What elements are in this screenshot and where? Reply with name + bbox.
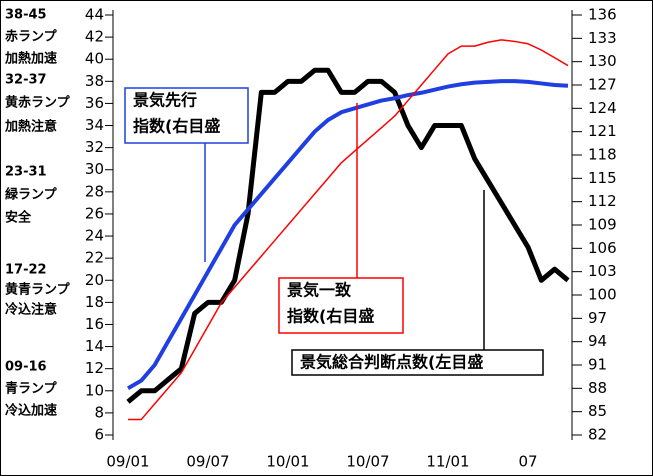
y-tick-label: 38 [85, 72, 104, 90]
x-tick-label: 09/01 [106, 453, 149, 471]
series-line [126, 67, 570, 404]
zone-label: 安全 [5, 210, 32, 226]
zone-label: 17-22 [5, 263, 47, 278]
x-tick-label: 07 [518, 453, 537, 471]
zone-label: 冷込加速 [5, 403, 57, 419]
y2-tick-label: 103 [588, 262, 617, 280]
x-tick-label: 10/07 [346, 453, 389, 471]
zone-label: 32-37 [5, 73, 47, 88]
y-tick-label: 26 [85, 204, 104, 222]
y-tick-label: 40 [85, 50, 104, 68]
y2-tick-label: 127 [588, 76, 617, 94]
y2-tick-label: 112 [588, 192, 617, 210]
zone-label: 緑ランプ [5, 187, 58, 203]
y2-tick-label: 115 [588, 169, 617, 187]
y-tick-label: 12 [85, 359, 104, 377]
y-tick-label: 16 [85, 315, 104, 333]
y2-tick-label: 109 [588, 216, 617, 234]
y-tick-label: 32 [85, 138, 104, 156]
y2-tick-label: 133 [588, 29, 617, 47]
callout-text: 景気先行 [133, 91, 197, 110]
callout-text: 景気一致 [287, 281, 352, 300]
y-tick-label: 8 [94, 403, 104, 421]
y-tick-label: 6 [94, 426, 104, 444]
callout-box [291, 349, 544, 376]
y-tick-label: 22 [85, 249, 104, 267]
zone-label: 黄赤ランプ [5, 95, 71, 111]
zone-label: 青ランプ [5, 381, 58, 397]
zone-label: 黄青ランプ [5, 282, 71, 298]
x-tick-label: 10/01 [266, 453, 309, 471]
y2-tick-label: 97 [588, 309, 607, 327]
y2-tick-label: 121 [588, 122, 617, 140]
callout-text: 景気総合判断点数(左目盛 [300, 353, 483, 372]
y-tick-label: 20 [85, 271, 104, 289]
series-line [126, 79, 569, 391]
callout-text: 指数(右目盛 [287, 307, 374, 326]
y2-tick-label: 124 [588, 99, 617, 117]
y-tick-label: 14 [85, 337, 104, 355]
y2-tick-label: 85 [588, 402, 607, 420]
zone-label: 加熱注意 [4, 119, 57, 135]
y2-tick-label: 130 [588, 52, 617, 70]
y-tick-label: 10 [85, 381, 104, 399]
zone-label: 冷込注意 [5, 302, 57, 318]
y-tick-label: 44 [85, 6, 104, 24]
callout-box [278, 277, 404, 334]
y-tick-label: 24 [85, 227, 104, 245]
zone-label: 赤ランプ [5, 29, 58, 45]
x-tick-label: 09/07 [186, 453, 229, 471]
y-tick-label: 36 [85, 94, 104, 112]
y-tick-label: 18 [85, 293, 104, 311]
y-tick-label: 30 [85, 160, 104, 178]
y-tick-label: 42 [85, 28, 104, 46]
y2-tick-label: 88 [588, 379, 607, 397]
y2-tick-label: 82 [588, 426, 607, 444]
y2-tick-label: 91 [588, 356, 607, 374]
y2-tick-label: 94 [588, 332, 607, 350]
zone-label: 38-45 [5, 8, 47, 23]
zone-label: 加熱加速 [4, 51, 57, 67]
callout-box [124, 87, 249, 144]
zone-label: 09-16 [5, 360, 47, 375]
x-tick-label: 11/01 [426, 453, 469, 471]
y-tick-label: 34 [85, 116, 104, 134]
zone-label: 23-31 [5, 165, 47, 180]
y2-tick-label: 118 [588, 146, 617, 164]
series-line [128, 39, 569, 421]
y2-tick-label: 100 [588, 286, 617, 304]
callout-text: 指数(右目盛 [133, 117, 220, 136]
y-tick-label: 28 [85, 182, 104, 200]
y2-tick-label: 106 [588, 239, 617, 257]
y2-tick-label: 136 [588, 6, 617, 24]
